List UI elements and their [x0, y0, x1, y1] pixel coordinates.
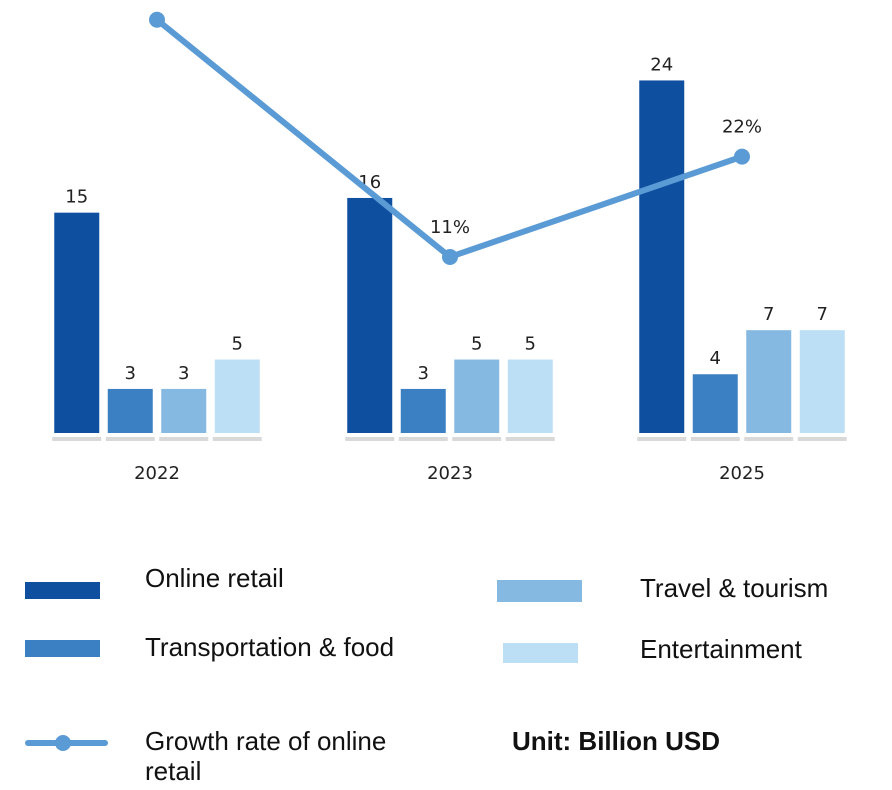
- bar: [400, 388, 446, 433]
- legend-swatch: [25, 640, 100, 657]
- bar: [347, 197, 393, 433]
- data-label: 22%: [722, 117, 762, 138]
- data-label: 7: [817, 304, 828, 325]
- bar: [161, 388, 207, 433]
- chart: 15335202216355202324477202537%11%22%: [52, 0, 847, 484]
- bar-base: [105, 437, 155, 441]
- legend-label: Travel & tourism: [640, 573, 829, 603]
- legend-label: Growth rate of online retail: [145, 726, 387, 786]
- x-tick-label: 2022: [134, 463, 180, 484]
- bar-base: [452, 437, 502, 441]
- x-tick-label: 2025: [719, 463, 765, 484]
- bar: [107, 388, 153, 433]
- bar-base: [797, 437, 847, 441]
- data-label: 3: [125, 363, 136, 384]
- legend-swatch: [497, 580, 582, 602]
- bar-base: [345, 437, 395, 441]
- legend-swatch: [25, 582, 100, 599]
- data-label: 11%: [430, 217, 470, 238]
- line-point: [149, 11, 165, 28]
- bar: [507, 359, 553, 433]
- x-tick-label: 2023: [427, 463, 473, 484]
- data-label: 5: [232, 334, 243, 355]
- bar-base: [52, 437, 102, 441]
- unit-label: Unit: Billion USD: [512, 726, 720, 756]
- bar: [692, 374, 738, 433]
- bar-base: [212, 437, 262, 441]
- legend-label: Transportation & food: [145, 632, 395, 662]
- line-point: [734, 148, 750, 165]
- line-point: [442, 248, 458, 265]
- bar-base: [744, 437, 794, 441]
- legend-swatch: [503, 643, 578, 663]
- bar: [746, 330, 792, 433]
- bar-base: [637, 437, 687, 441]
- bar-base: [505, 437, 555, 441]
- data-label: 5: [471, 334, 482, 355]
- legend-swatch: [55, 735, 71, 751]
- data-label: 24: [650, 54, 673, 75]
- data-label: 3: [418, 363, 429, 384]
- legend-label: Online retail: [145, 563, 284, 593]
- data-label: 7: [763, 304, 774, 325]
- bar-base: [159, 437, 209, 441]
- bar-base: [690, 437, 740, 441]
- data-label: 5: [525, 334, 536, 355]
- bar: [54, 212, 100, 433]
- bar-base: [398, 437, 448, 441]
- data-label: 4: [710, 348, 721, 369]
- bar: [454, 359, 500, 433]
- bar: [799, 330, 845, 433]
- bar: [214, 359, 260, 433]
- bar: [639, 80, 685, 433]
- legend-label: Entertainment: [640, 634, 802, 664]
- data-label: 15: [65, 187, 88, 208]
- data-label: 37%: [137, 0, 177, 1]
- data-label: 3: [178, 363, 189, 384]
